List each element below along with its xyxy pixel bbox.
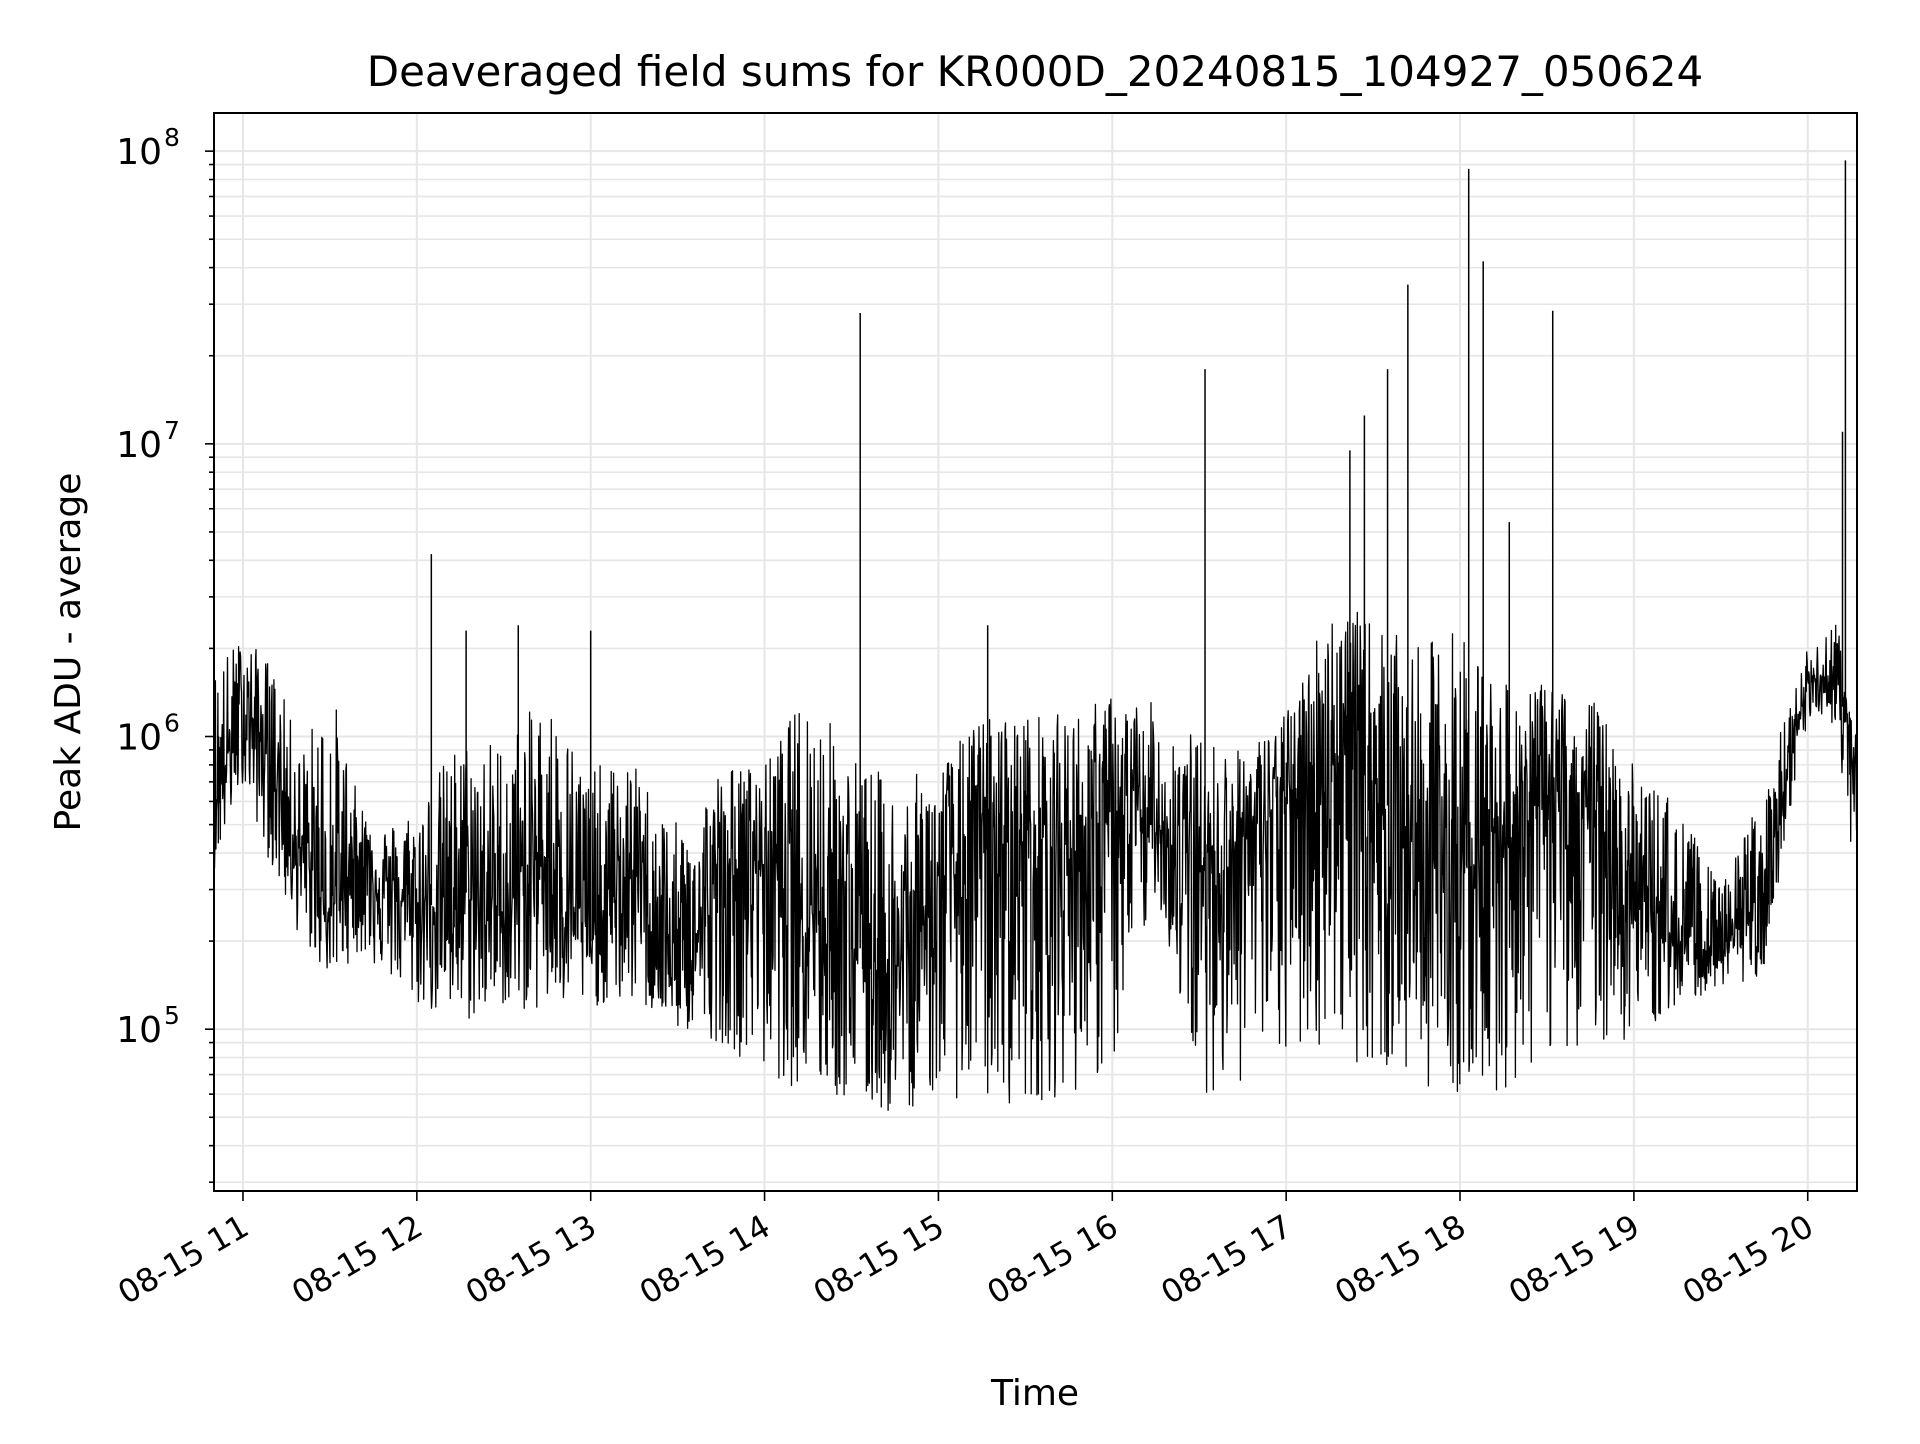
y-tick-label-exponent: 5 bbox=[164, 1001, 180, 1030]
plot-frame bbox=[213, 112, 1858, 1192]
y-tick-label: 10 8 bbox=[116, 123, 180, 173]
y-tick-label: 10 6 bbox=[116, 709, 180, 759]
y-tick-label: 10 7 bbox=[116, 416, 180, 466]
y-tick-label-base: 10 bbox=[116, 425, 162, 466]
y-axis-label: Peak ADU - average bbox=[48, 473, 89, 832]
y-tick-label-exponent: 6 bbox=[164, 709, 180, 738]
chart-title: Deaveraged field sums for KR000D_2024081… bbox=[367, 47, 1704, 96]
y-tick-label-base: 10 bbox=[116, 132, 162, 173]
y-tick-label-base: 10 bbox=[116, 718, 162, 759]
y-tick-label-base: 10 bbox=[116, 1010, 162, 1051]
x-axis-label: Time bbox=[990, 1373, 1079, 1414]
series-line bbox=[213, 611, 1858, 1111]
y-tick-label-exponent: 8 bbox=[164, 123, 180, 152]
y-tick-label: 10 5 bbox=[116, 1001, 180, 1051]
y-tick-label-exponent: 7 bbox=[164, 416, 180, 445]
